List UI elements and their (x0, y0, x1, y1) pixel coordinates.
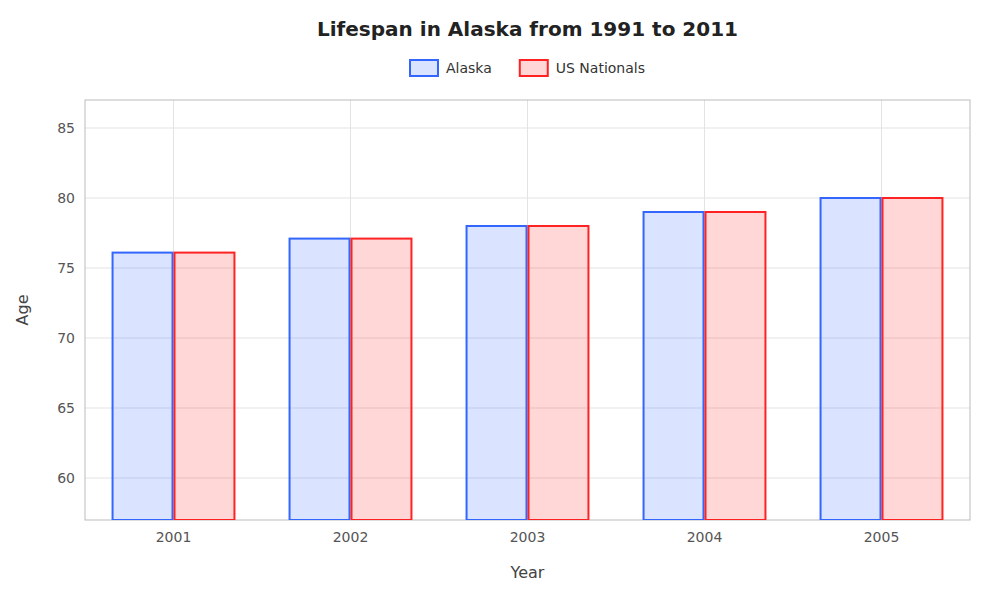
axes: 60 65 70 75 80 85 2001 2002 2003 2004 2005 (57, 100, 970, 545)
tick-label: 2005 (864, 529, 900, 545)
legend-swatch (520, 60, 548, 76)
series (113, 198, 881, 520)
chart-svg: Lifespan in Alaska from 1991 to 2011 60 65… (0, 0, 1000, 600)
y-axis-label: Age (13, 295, 32, 326)
tick-label: 85 (57, 120, 75, 136)
tick-label: 2002 (333, 529, 369, 545)
bar (290, 239, 350, 520)
bar (175, 253, 235, 520)
bar (821, 198, 881, 520)
bar (467, 226, 527, 520)
plot-frame (85, 100, 970, 520)
legend: Alaska US Nationals (410, 60, 645, 76)
tick-label: 80 (57, 190, 75, 206)
legend-swatch (410, 60, 438, 76)
bar (706, 212, 766, 520)
chart-container: Lifespan in Alaska from 1991 to 2011 60 65… (0, 0, 1000, 600)
tick-label: 75 (57, 260, 75, 276)
tick-label: 2004 (687, 529, 723, 545)
tick-label: 60 (57, 470, 75, 486)
tick-label: 2003 (510, 529, 546, 545)
bar (529, 226, 589, 520)
bar (113, 253, 173, 520)
title: Lifespan in Alaska from 1991 to 2011 (317, 17, 738, 41)
x-axis-label: Year (510, 563, 545, 582)
bars (113, 198, 943, 520)
bar (644, 212, 704, 520)
legend-item: Alaska (410, 60, 492, 76)
bar (883, 198, 943, 520)
background (0, 0, 1000, 600)
tick-label: 2001 (156, 529, 192, 545)
tick-label: 70 (57, 330, 75, 346)
legend-label: Alaska (446, 60, 492, 76)
bar (352, 239, 412, 520)
grid (85, 100, 970, 520)
legend-label: US Nationals (556, 60, 645, 76)
legend-item: US Nationals (520, 60, 645, 76)
series (175, 198, 943, 520)
tick-label: 65 (57, 400, 75, 416)
